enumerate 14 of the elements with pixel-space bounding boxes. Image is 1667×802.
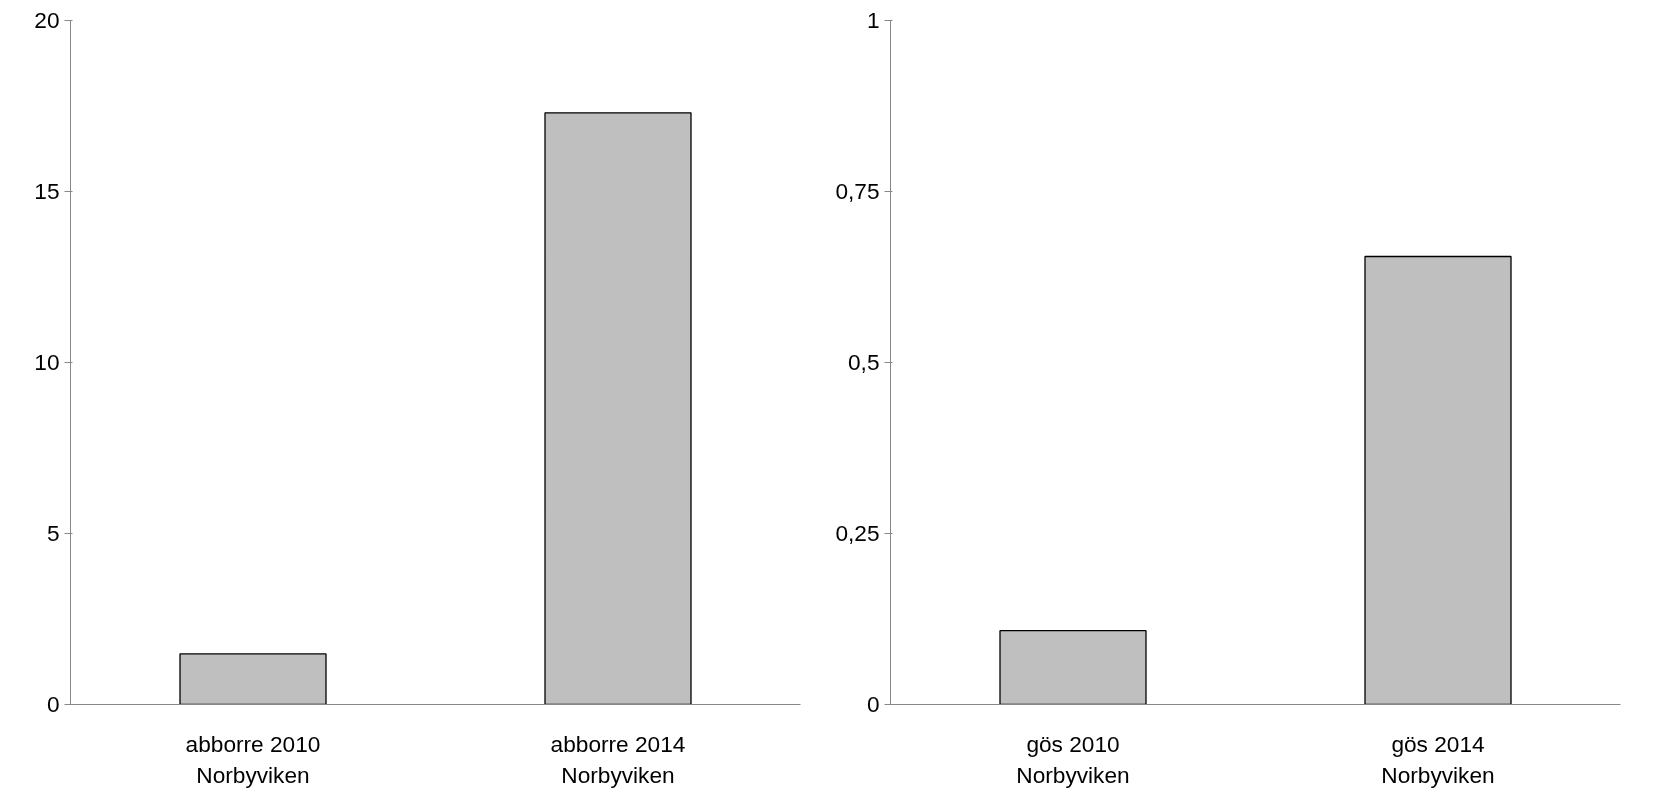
y-tick-label: 0,5 xyxy=(848,349,880,375)
x-tick-label: abborre 2010 Norbyviken xyxy=(185,730,321,788)
y-tick-label: 15 xyxy=(34,178,60,204)
x-tick-label: gös 2010 Norbyviken xyxy=(1016,730,1130,788)
y-tick-label: 0 xyxy=(866,691,880,717)
y-tick-label: 5 xyxy=(46,520,60,546)
y-tick-label: 1 xyxy=(866,7,880,33)
x-tick-label: abborre 2014 Norbyviken xyxy=(550,730,686,788)
x-tick-label: gös 2014 Norbyviken xyxy=(1381,730,1495,788)
y-tick-label: 20 xyxy=(34,7,60,33)
y-tick-label: 0,25 xyxy=(835,520,880,546)
y-tick-label: 0,75 xyxy=(835,178,880,204)
y-tick-label: 10 xyxy=(34,349,60,375)
y-tick-label: 0 xyxy=(46,691,60,717)
